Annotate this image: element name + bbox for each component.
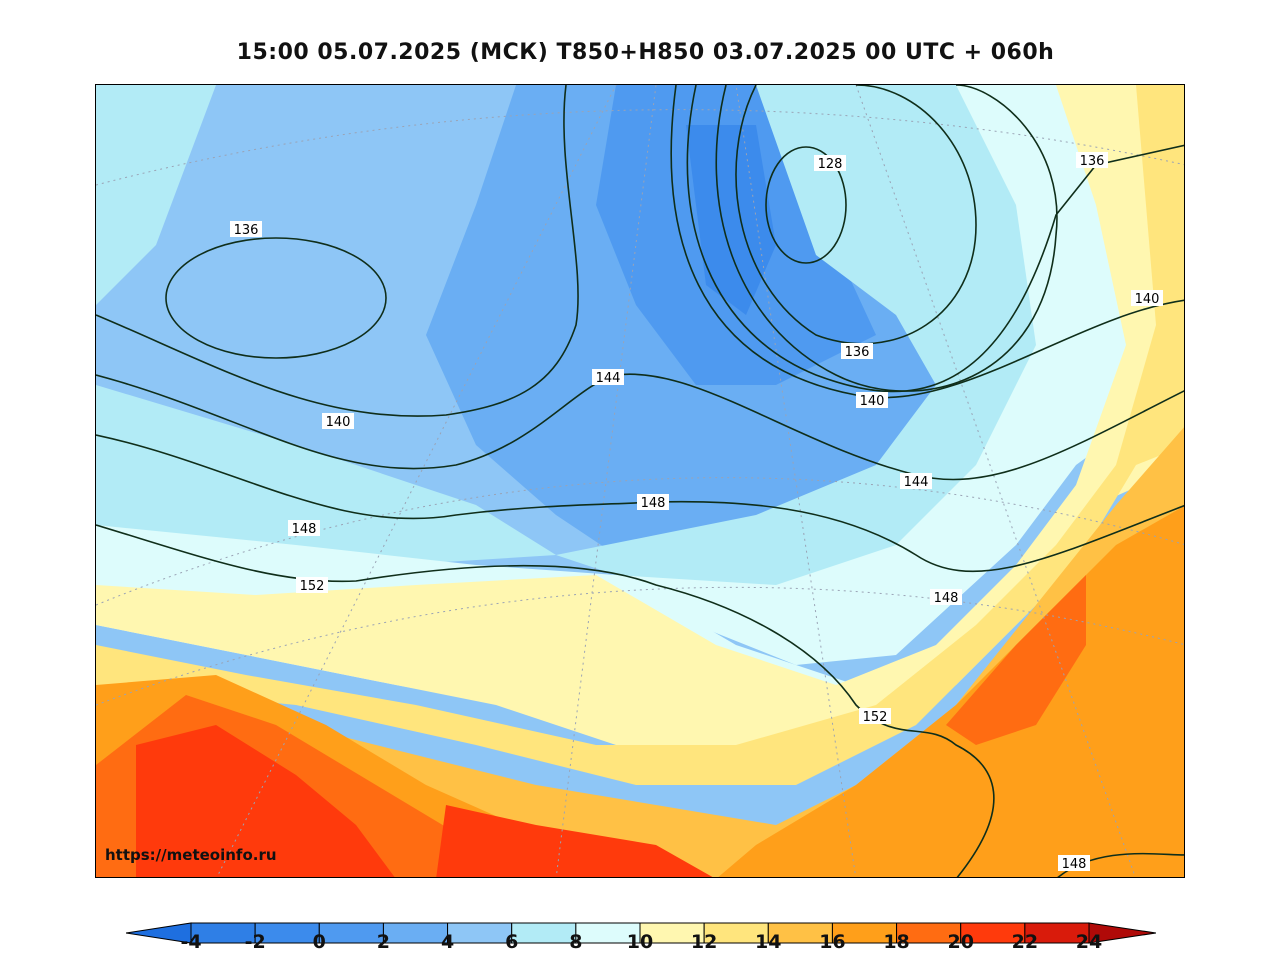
svg-text:148: 148 [641, 496, 666, 511]
field-20-22 [136, 725, 395, 877]
colorbar-under-arrow [126, 922, 192, 944]
svg-text:136: 136 [234, 223, 259, 238]
contour-label: 144 [900, 473, 932, 490]
contour-128 [765, 146, 847, 264]
svg-text:152: 152 [863, 710, 888, 725]
field-8-10 [616, 85, 1184, 665]
svg-text:148: 148 [934, 591, 959, 606]
contour-label: 140 [1131, 290, 1163, 307]
chart-title: 15:00 05.07.2025 (МСК) T850+H850 03.07.2… [236, 40, 1055, 65]
contour-label: 144 [592, 369, 624, 386]
colorbar [126, 922, 1156, 944]
svg-text:140: 140 [860, 394, 885, 409]
field-20-22-south [436, 805, 713, 877]
contour-140-west [96, 85, 579, 417]
colorbar-tick-label: 20 [947, 931, 974, 953]
contour-136-east [686, 85, 1184, 393]
contour-label: 148 [1058, 855, 1090, 872]
colorbar-tick-label: -4 [180, 931, 202, 953]
field-6-8 [556, 85, 1096, 645]
contour-label: 136 [1076, 152, 1108, 169]
graticule [96, 85, 1184, 877]
colorbar-tick-label: 10 [626, 931, 654, 953]
contour-label: 152 [859, 708, 891, 725]
contour-140-east [670, 85, 1184, 399]
contour-label: 152 [296, 577, 328, 594]
field-6-8-sw [96, 385, 556, 565]
contour-label: 128 [814, 155, 846, 172]
colorbar-tick-label: 6 [505, 931, 519, 953]
svg-text:128: 128 [818, 157, 843, 172]
contour-label: 140 [322, 413, 354, 430]
svg-text:144: 144 [596, 371, 621, 386]
colorbar-tick-label: -2 [244, 931, 266, 953]
svg-text:136: 136 [845, 345, 870, 360]
svg-text:140: 140 [1135, 292, 1160, 307]
svg-text:148: 148 [292, 522, 317, 537]
contour-label: 136 [230, 221, 262, 238]
map-canvas: 128 136 136 136 140 140 [96, 85, 1184, 877]
contour-label: 140 [856, 392, 888, 409]
colorbar-tick-label: 18 [883, 931, 910, 953]
colorbar-tick-label: 0 [312, 931, 326, 953]
svg-text:136: 136 [1080, 154, 1105, 169]
contour-label: 148 [288, 520, 320, 537]
contour-136-west [165, 237, 387, 359]
contour-labels: 128 136 136 136 140 140 [230, 152, 1163, 872]
colorbar-tick-label: 4 [440, 931, 455, 953]
svg-text:140: 140 [326, 415, 351, 430]
contour-136-north [715, 85, 1058, 392]
contour-label: 148 [637, 494, 669, 511]
weather-map: 128 136 136 136 140 140 [95, 84, 1185, 878]
field-18-20-east [946, 575, 1086, 745]
colorbar-tick-label: 24 [1075, 931, 1103, 953]
colorbar-tick-label: 12 [690, 931, 718, 953]
contour-label: 136 [841, 343, 873, 360]
source-url: https://meteoinfo.ru [105, 846, 277, 864]
field-10-12 [96, 85, 1184, 765]
colorbar-tick-label: 22 [1011, 931, 1039, 953]
contour-132 [735, 85, 977, 345]
contour-label: 148 [930, 589, 962, 606]
svg-text:148: 148 [1062, 857, 1087, 872]
colorbar-over-arrow [1088, 922, 1156, 944]
svg-text:152: 152 [300, 579, 325, 594]
svg-text:144: 144 [904, 475, 929, 490]
temperature-fields [96, 85, 1184, 877]
field-6-8-west [96, 85, 216, 305]
colorbar-tick-label: 8 [569, 931, 583, 953]
colorbar-tick-label: 2 [376, 931, 391, 953]
colorbar-tick-label: 16 [819, 931, 846, 953]
colorbar-tick-label: 14 [755, 931, 782, 953]
field-cold-core [686, 125, 776, 315]
